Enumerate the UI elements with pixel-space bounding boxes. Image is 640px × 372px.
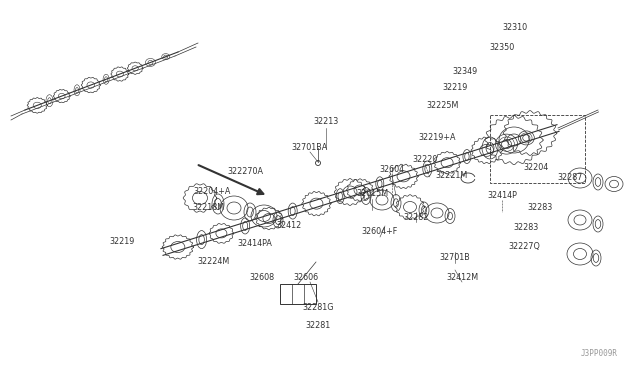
Text: 32218M: 32218M — [192, 203, 224, 212]
Text: 32606: 32606 — [293, 273, 319, 282]
Text: 322270A: 322270A — [227, 167, 263, 176]
Text: 32283: 32283 — [513, 224, 539, 232]
Text: 32282: 32282 — [403, 214, 429, 222]
Text: 32219: 32219 — [109, 237, 134, 247]
Text: 32349: 32349 — [452, 67, 477, 77]
Text: 32701B: 32701B — [440, 253, 470, 263]
Bar — [280, 284, 316, 304]
Text: 32414P: 32414P — [487, 192, 517, 201]
Text: 32204+A: 32204+A — [193, 187, 230, 196]
Text: 32283: 32283 — [527, 203, 552, 212]
Text: 32608: 32608 — [250, 273, 275, 282]
Text: 32220: 32220 — [412, 155, 438, 164]
Text: 32412M: 32412M — [446, 273, 478, 282]
Text: 32412: 32412 — [276, 221, 301, 231]
Text: 32219+A: 32219+A — [419, 134, 456, 142]
Text: J3PP009R: J3PP009R — [581, 349, 618, 358]
Bar — [490, 115, 585, 183]
Text: 32219: 32219 — [442, 83, 468, 93]
Text: 32227Q: 32227Q — [508, 241, 540, 250]
Text: 32414PA: 32414PA — [237, 240, 273, 248]
Text: 32221M: 32221M — [436, 171, 468, 180]
Text: 32281: 32281 — [305, 321, 331, 330]
Text: 32701BA: 32701BA — [292, 142, 328, 151]
Text: 32224M: 32224M — [198, 257, 230, 266]
Text: 32204: 32204 — [524, 164, 548, 173]
Text: 32310: 32310 — [502, 23, 527, 32]
Text: 32604: 32604 — [380, 166, 404, 174]
Text: 32287: 32287 — [557, 173, 582, 183]
Text: 32350: 32350 — [490, 44, 515, 52]
Text: 32604+F: 32604+F — [362, 228, 398, 237]
Text: 32615M: 32615M — [356, 189, 388, 199]
Text: 32213: 32213 — [314, 118, 339, 126]
Text: 32225M: 32225M — [427, 102, 459, 110]
Text: 32281G: 32281G — [302, 304, 333, 312]
